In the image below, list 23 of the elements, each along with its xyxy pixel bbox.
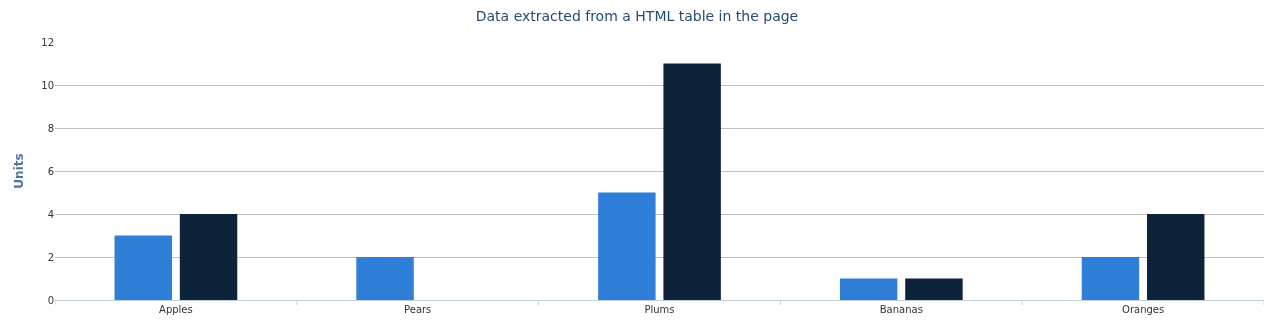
bar xyxy=(839,278,898,300)
y-tick-label: 10 xyxy=(41,79,54,91)
bar xyxy=(598,192,656,300)
y-tick-label: 12 xyxy=(41,36,54,48)
bar xyxy=(1147,214,1205,300)
bar xyxy=(1081,257,1140,300)
x-tick-label: Oranges xyxy=(1122,304,1165,315)
y-tick-label: 4 xyxy=(47,208,54,220)
x-tick-label: Bananas xyxy=(879,304,923,315)
x-tick-label: Pears xyxy=(404,304,432,315)
bar xyxy=(663,63,721,300)
bar xyxy=(905,278,963,300)
bar xyxy=(356,257,414,300)
y-tick-label: 2 xyxy=(47,251,54,263)
chart-title: Data extracted from a HTML table in the page xyxy=(475,8,799,25)
y-tick-label: 6 xyxy=(47,165,54,177)
x-tick-label: Apples xyxy=(159,304,193,315)
bar xyxy=(179,214,238,300)
y-axis-title: Units xyxy=(11,153,26,189)
x-tick-label: Plums xyxy=(644,304,675,315)
y-tick-label: 0 xyxy=(47,294,54,306)
y-tick-label: 8 xyxy=(47,122,54,134)
bar xyxy=(114,235,172,300)
